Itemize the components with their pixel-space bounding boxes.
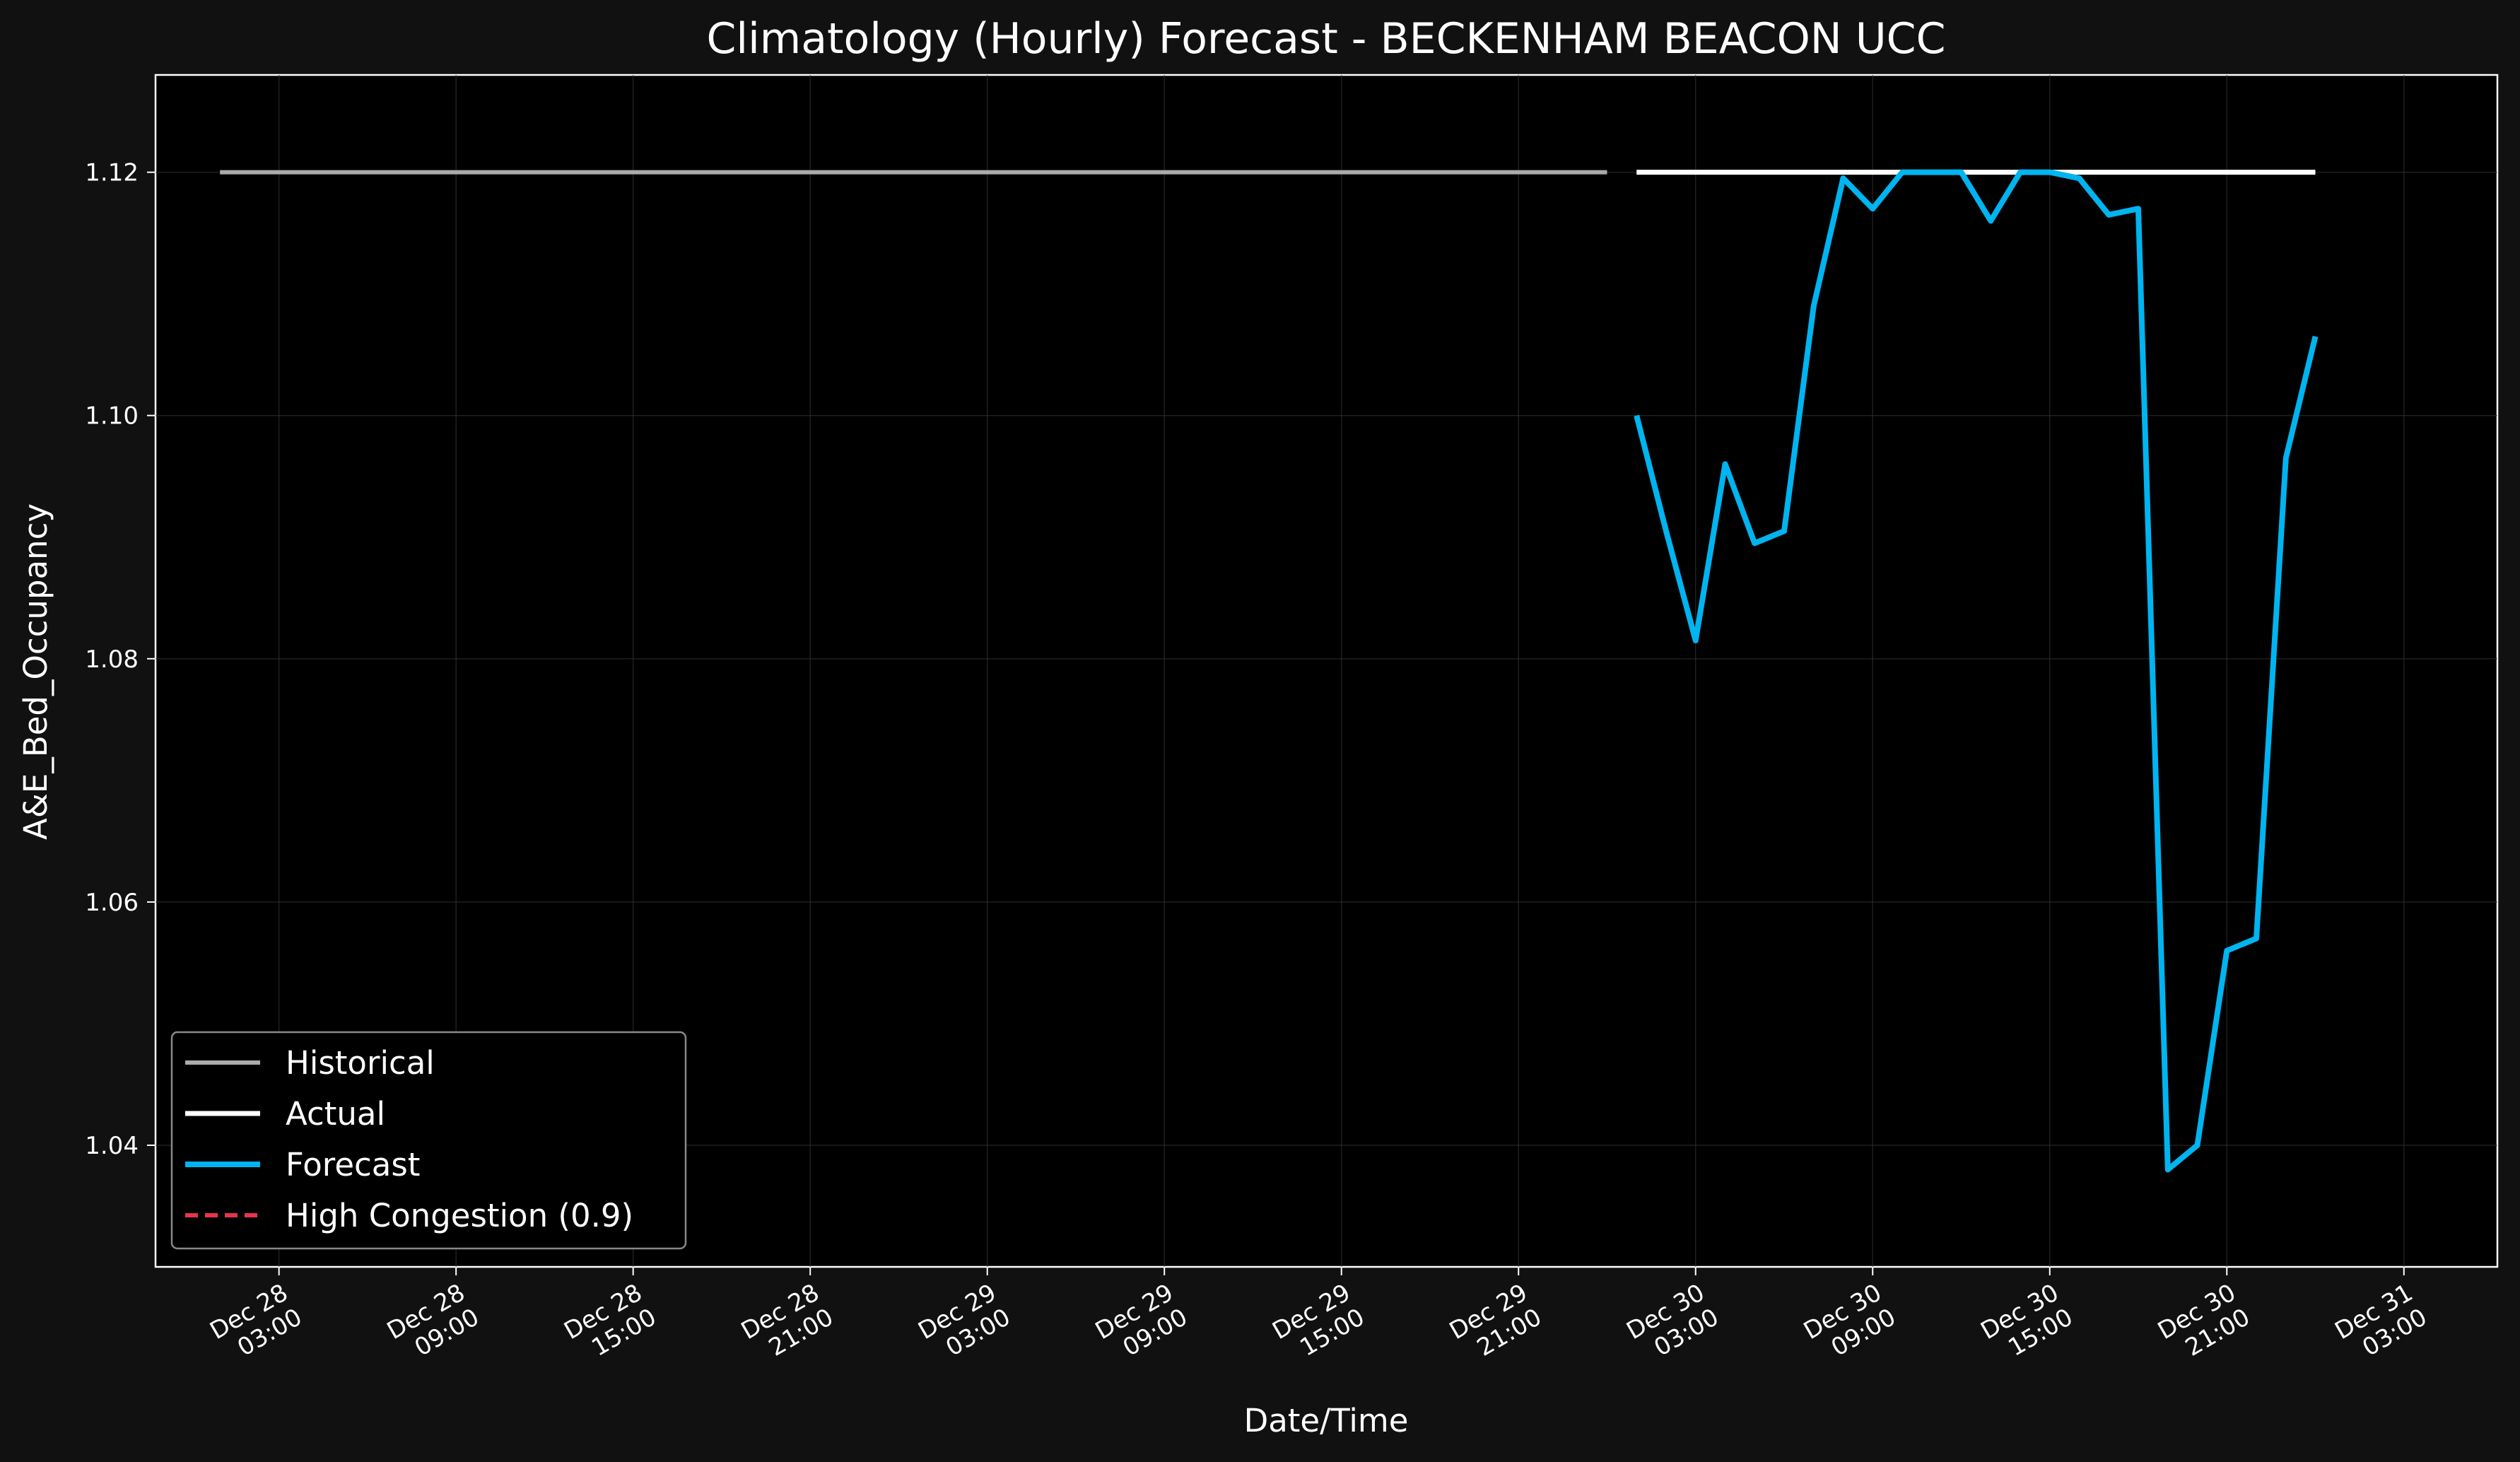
y-tick-label: 1.08: [85, 645, 139, 674]
legend-label: Actual: [286, 1095, 385, 1133]
gridlines: [156, 75, 2497, 1267]
legend-label: High Congestion (0.9): [286, 1197, 633, 1234]
chart-title: Climatology (Hourly) Forecast - BECKENHA…: [707, 14, 1946, 64]
y-axis-label: A&E_Bed_Occupancy: [17, 503, 54, 840]
legend-box: [170, 1031, 687, 1250]
y-tick-label: 1.12: [85, 159, 139, 187]
y-tick-label: 1.10: [85, 402, 139, 431]
series-lines: [220, 169, 2319, 1173]
legend: Historical Actual Forecast High Congestion …: [170, 1031, 687, 1250]
y-tick-label: 1.06: [85, 889, 139, 917]
x-axis-label: Date/Time: [1244, 1402, 1409, 1439]
y-tick-label: 1.04: [85, 1132, 139, 1160]
series-line-forecast: [1634, 169, 2319, 1173]
legend-label: Forecast: [286, 1146, 420, 1183]
legend-label: Historical: [286, 1044, 435, 1082]
